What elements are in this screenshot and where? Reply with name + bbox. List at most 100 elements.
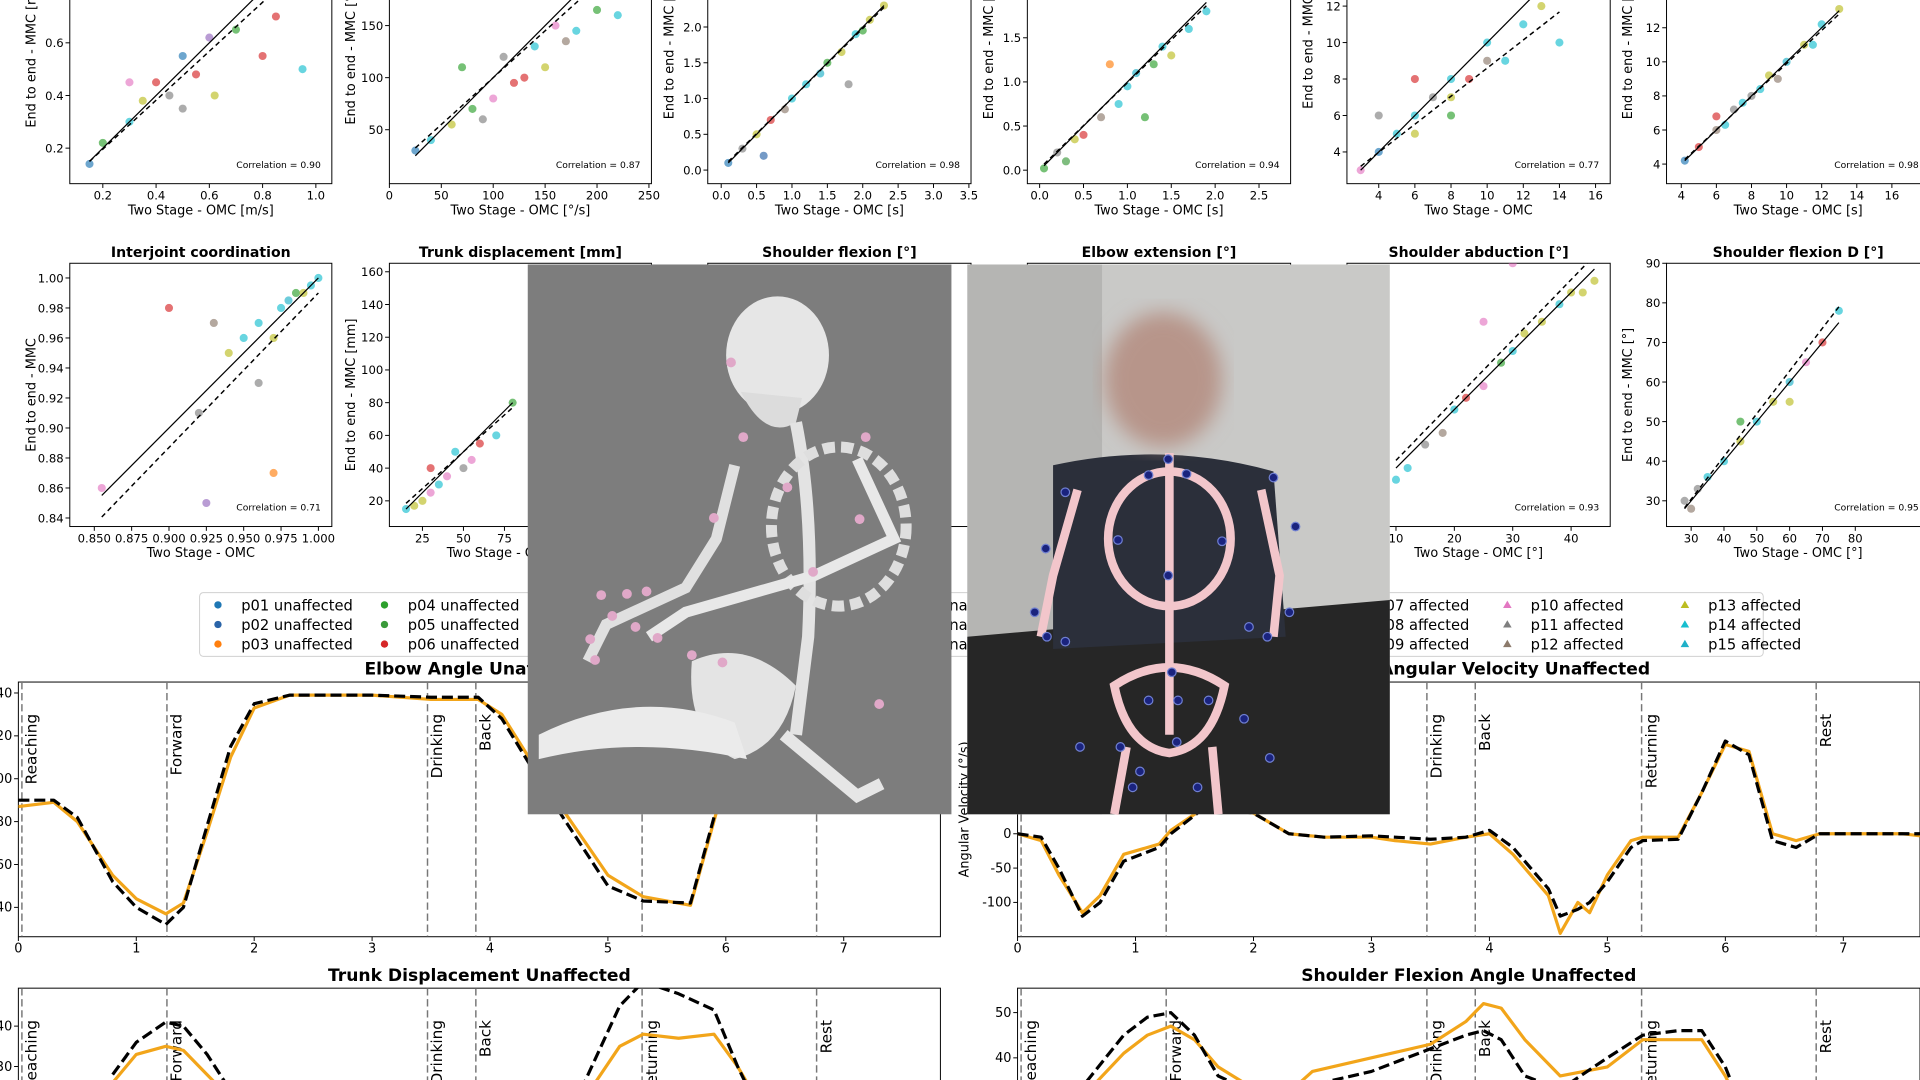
x-tick-label: 25 — [415, 531, 430, 545]
legend-label: p13 affected — [1708, 597, 1801, 614]
scatter-point — [277, 303, 286, 313]
scatter-point — [1070, 135, 1079, 144]
phase-label: Drinking — [1428, 714, 1446, 779]
x-tick-label: 4 — [1485, 942, 1493, 957]
x-tick-label: 0.8 — [253, 189, 272, 203]
phase-label: Reaching — [23, 1020, 41, 1080]
scatter-point — [1808, 40, 1817, 49]
y-tick-label: 0.90 — [38, 421, 64, 435]
plot-content — [411, 0, 622, 157]
y-tick-label: 150 — [361, 19, 383, 33]
y-tick-label: 0.6 — [45, 36, 64, 50]
scatter-point — [178, 51, 187, 61]
scatter-point — [1578, 288, 1587, 297]
scatter-point — [1555, 38, 1564, 47]
y-tick-label: 6 — [1653, 123, 1660, 137]
x-tick-label: 2.0 — [1206, 189, 1225, 203]
x-tick-label: 1.0 — [1118, 189, 1137, 203]
x-tick-label: 0 — [1013, 942, 1021, 957]
legend-label: p07 affected — [1376, 597, 1469, 614]
y-tick-label: 50 — [995, 1006, 1011, 1021]
plot-area — [1666, 0, 1920, 185]
x-tick-label: 50 — [456, 531, 471, 545]
scatter-point — [572, 26, 581, 35]
scatter-point — [1520, 329, 1529, 338]
x-tick-label: 5 — [604, 942, 612, 957]
correlation-label: Correlation = 0.71 — [236, 503, 321, 514]
plot-content — [724, 1, 889, 167]
y-tick-label: 10 — [1326, 36, 1341, 50]
scatter-point — [509, 78, 519, 87]
skull — [726, 296, 829, 414]
scatter-point — [475, 439, 484, 448]
legend-marker — [1680, 600, 1690, 608]
x-tick-label: 0.6 — [200, 189, 219, 203]
y-tick-label: 0.0 — [683, 163, 702, 177]
markers — [585, 357, 885, 709]
plot-content — [1039, 2, 1211, 173]
fit-line — [1395, 263, 1588, 461]
y-tick-label: 40 — [995, 1051, 1011, 1066]
legend-label: p04 unaffected — [408, 597, 520, 614]
y-tick-label: 0.98 — [38, 301, 64, 315]
scatter-point — [194, 408, 203, 418]
scatter-point — [411, 146, 420, 155]
fit-line — [1043, 5, 1207, 165]
x-tick-label: 6 — [1721, 942, 1729, 957]
x-tick-label: 0.900 — [152, 531, 185, 545]
y-tick-label: 2.0 — [683, 20, 702, 34]
y-tick-label: 80 — [1646, 296, 1661, 310]
scatter-point — [152, 78, 161, 87]
scatter-point — [269, 468, 278, 478]
legend-label: p02 unaffected — [241, 617, 353, 634]
scatter-point — [178, 104, 187, 113]
scatter-point — [165, 91, 174, 100]
y-tick-label: 0.92 — [38, 391, 64, 405]
scatter-point — [1403, 463, 1412, 473]
x-tick-label: 0.5 — [747, 189, 766, 203]
legend-label: p06 unaffected — [408, 637, 520, 654]
x-tick-label: 8 — [1748, 189, 1755, 203]
scatter-point — [1479, 382, 1488, 391]
y-axis-label: End to end - MMC [mm] — [344, 319, 359, 472]
x-tick-label: 2.5 — [889, 189, 908, 203]
spine — [789, 421, 816, 736]
x-axis-label: Two Stage - OMC — [146, 546, 255, 561]
x-tick-label: 20 — [1447, 531, 1462, 545]
legend-marker — [214, 620, 222, 629]
x-tick-label: 200 — [586, 189, 608, 203]
leg — [779, 729, 885, 804]
series-line — [1085, 1011, 1733, 1080]
scatter-point — [478, 115, 487, 124]
y-tick-label: 1.0 — [1003, 75, 1022, 89]
fit-line — [414, 0, 581, 149]
scatter-point — [434, 480, 443, 489]
scatter-point — [1202, 7, 1211, 16]
y-axis-label: End to end - MMC — [25, 338, 40, 452]
x-tick-label: 30 — [1684, 531, 1699, 545]
scatter-point — [551, 21, 560, 30]
skeleton-render — [527, 264, 952, 815]
legend-marker — [380, 620, 389, 629]
x-tick-label: 4 — [1678, 189, 1685, 203]
scatter-point — [1446, 111, 1456, 120]
scatter-point — [254, 318, 263, 328]
plot-content — [85, 0, 307, 168]
series-line — [111, 988, 746, 1080]
x-axis-label: Two Stage - OMC — [1423, 203, 1532, 218]
scatter-point — [1687, 504, 1696, 513]
x-tick-label: 6 — [722, 942, 730, 957]
y-tick-label: 120 — [361, 331, 383, 345]
y-tick-label: 140 — [0, 686, 12, 701]
series-line — [18, 692, 763, 927]
legend-label: p09 affected — [1376, 637, 1469, 654]
x-tick-label: 1 — [132, 942, 140, 957]
x-tick-label: 10 — [1779, 189, 1794, 203]
scatter-point — [1167, 51, 1176, 60]
overlay-images — [527, 264, 1390, 816]
phase-label: Back — [1476, 714, 1494, 751]
y-tick-label: 80 — [0, 815, 12, 830]
y-axis-label: End to end - MMC [s] — [1621, 0, 1636, 119]
